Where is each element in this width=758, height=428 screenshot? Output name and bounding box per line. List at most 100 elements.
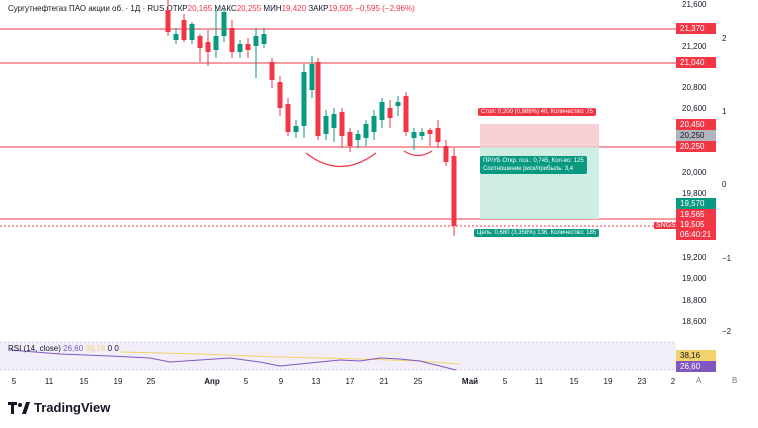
rsi-pane[interactable] — [0, 340, 680, 372]
rsi-line — [9, 349, 457, 371]
time-tick-month: Апр — [204, 377, 220, 386]
candle-body — [197, 36, 203, 48]
price-tick: 18,600 — [682, 317, 707, 326]
high-value: 20,255 — [236, 4, 262, 13]
price-tick: 20,000 — [682, 168, 707, 177]
close-label: ЗАКР — [308, 4, 329, 13]
time-tick: 23 — [637, 377, 647, 386]
candle-body — [285, 104, 291, 132]
time-tick: 25 — [146, 377, 156, 386]
time-tick: 19 — [113, 377, 123, 386]
candle-body — [403, 96, 409, 132]
candle-body — [189, 24, 195, 40]
rr-label-line-1: ПР/УБ Откр. поз.: 0,745, Кол-во: 125 — [483, 158, 584, 164]
candles — [165, 0, 457, 236]
time-tick: 11 — [44, 377, 54, 386]
candle-body — [315, 62, 321, 136]
open-value: 20,165 — [187, 4, 213, 13]
candle-body — [237, 44, 243, 52]
symbol-legend[interactable]: Сургутнефтегаз ПАО акции об. · 1Д · RUS … — [8, 4, 415, 13]
rr-label[interactable]: ПР/УБ Откр. поз.: 0,745, Кол-во: 125 Соо… — [480, 156, 587, 174]
candle-body — [419, 132, 425, 136]
low-label: МИН — [263, 4, 282, 13]
symbol-tag: SNGS — [654, 222, 678, 229]
candle-body — [205, 42, 211, 52]
badge-21040: 21,040 — [676, 57, 716, 68]
candle-body — [451, 156, 457, 226]
badge-21370: 21,370 — [676, 23, 716, 34]
price-axis[interactable]: 21,600 21,200 20,800 20,600 20,000 19,80… — [676, 0, 726, 340]
price-tick: 19,000 — [682, 274, 707, 283]
candle-body — [181, 20, 187, 40]
high-label: МАКС — [214, 4, 237, 13]
rsi-legend[interactable]: RSI (14, close) 26,60 36,16 0 0 — [8, 344, 119, 353]
candle-body — [245, 44, 251, 50]
stop-label[interactable]: Стоп: 0,200 (0,988%) 40, Количество: 75 — [478, 108, 596, 116]
rsi-value: 26,60 — [63, 344, 84, 353]
scale-label: 2 — [722, 34, 727, 43]
scale-label: −2 — [722, 327, 732, 336]
badge-19570: 19,570 — [676, 198, 716, 209]
time-tick: 11 — [534, 377, 544, 386]
time-axis[interactable]: 5 11 15 19 25 Апр 5 9 13 17 21 25 Май 5 … — [0, 372, 680, 388]
candle-body — [427, 130, 433, 134]
close-value: 19,505 — [328, 4, 353, 13]
rsi-badge: 26,60 — [676, 361, 716, 372]
candle-body — [347, 132, 353, 146]
candle-body — [331, 114, 337, 128]
change-value: −0,595 (−2,96%) — [355, 4, 415, 13]
candle-body — [253, 36, 259, 46]
time-tick: 5 — [502, 377, 508, 386]
pattern-arc-2 — [403, 150, 433, 157]
candle-body — [269, 62, 275, 80]
price-tick: 21,200 — [682, 42, 707, 51]
rr-label-line-2: Соотношение риск/прибыль: 3,4 — [483, 166, 574, 172]
stop-zone — [480, 124, 599, 147]
candle-body — [323, 116, 329, 134]
candle-body — [309, 64, 315, 90]
candle-body — [395, 102, 401, 106]
candle-body — [355, 134, 361, 140]
time-tick: 21 — [379, 377, 389, 386]
low-value: 19,420 — [281, 4, 307, 13]
price-tick: 21,600 — [682, 0, 707, 9]
time-tick: 2 — [670, 377, 676, 386]
candle-body — [443, 146, 449, 162]
candle-body — [435, 128, 441, 142]
last-price-value: 19,505 — [680, 220, 705, 229]
candle-body — [293, 126, 299, 132]
candle-body — [173, 34, 179, 40]
axis-button-b[interactable]: B — [732, 376, 738, 385]
candle-body — [165, 10, 171, 32]
scale-label: 0 — [722, 180, 727, 189]
rsi-ma-badge: 38,16 — [676, 350, 716, 361]
candle-body — [379, 102, 385, 120]
badge-last-price: 19,505 06:40:21 — [676, 220, 716, 240]
time-tick: 13 — [311, 377, 321, 386]
time-tick: 15 — [569, 377, 579, 386]
time-tick: 17 — [345, 377, 355, 386]
badge-20450: 20,450 — [676, 119, 716, 130]
time-tick-month: Май — [461, 377, 479, 386]
candle-body — [261, 34, 267, 44]
target-label[interactable]: Цель: 0,680 (3,358%) 136, Количество: 18… — [474, 229, 600, 237]
time-tick: 25 — [413, 377, 423, 386]
scale-label: −1 — [722, 254, 732, 263]
axis-button-a[interactable]: A — [696, 376, 702, 385]
time-tick: 5 — [11, 377, 17, 386]
candle-body — [339, 112, 345, 136]
rsi-ma-line — [119, 351, 461, 365]
time-tick: 19 — [603, 377, 613, 386]
brand-name: TradingView — [34, 400, 111, 415]
price-tick: 18,800 — [682, 296, 707, 305]
rsi-param: 0 — [107, 344, 113, 353]
time-tick: 9 — [278, 377, 284, 386]
symbol-title: Сургутнефтегаз ПАО акции об. · 1Д · RUS — [8, 4, 165, 13]
candle-body — [411, 132, 417, 138]
price-tick: 19,800 — [682, 189, 707, 198]
tradingview-logo[interactable]: TradingView — [8, 400, 110, 415]
candle-body — [221, 12, 227, 36]
badge-20250-entry: 20,250 — [676, 130, 716, 141]
badge-19565: 19,565 — [676, 209, 716, 220]
price-tick: 19,200 — [682, 253, 707, 262]
